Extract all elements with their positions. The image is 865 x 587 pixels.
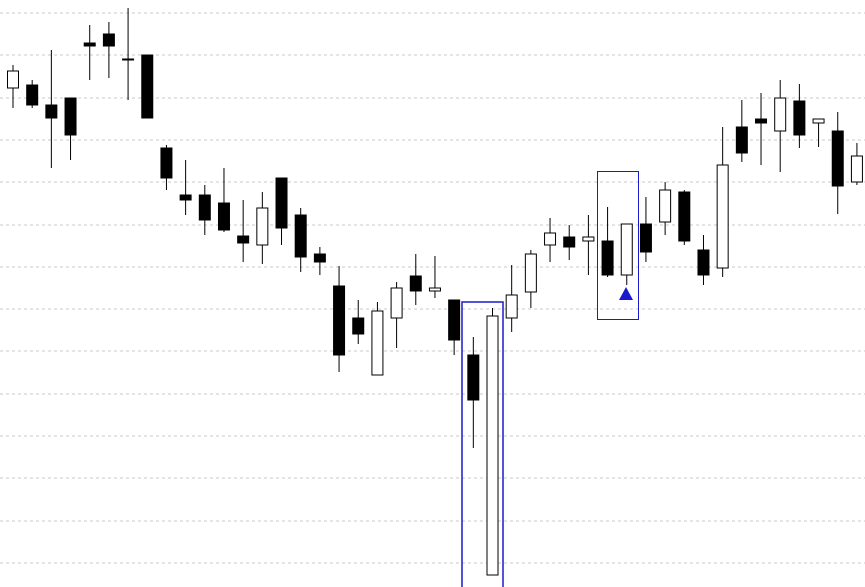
candle-body xyxy=(313,253,326,263)
candle-body xyxy=(831,130,844,187)
candle-body xyxy=(735,126,748,154)
highlight-box xyxy=(597,171,639,320)
candle-body xyxy=(160,147,173,179)
candle-body xyxy=(294,214,307,258)
candle-body xyxy=(237,235,250,244)
signal-arrow xyxy=(619,287,633,300)
candle-body xyxy=(352,317,365,335)
candle-body xyxy=(448,299,461,341)
candle-body xyxy=(582,236,595,242)
candle-body xyxy=(639,223,652,253)
candle-body xyxy=(45,104,58,119)
candle-body xyxy=(793,100,806,136)
candle-body xyxy=(64,97,77,136)
candle-body xyxy=(102,33,115,47)
candle-body xyxy=(774,97,787,132)
candle-body xyxy=(141,54,154,119)
candle-body xyxy=(659,189,672,223)
candle-body xyxy=(83,42,96,47)
candle-body xyxy=(524,253,537,293)
candle-body xyxy=(428,287,441,292)
candle-body xyxy=(812,118,825,124)
candle-body xyxy=(371,310,384,376)
candle-body xyxy=(620,223,633,276)
candle-body xyxy=(716,164,729,269)
candle-body xyxy=(179,194,192,201)
highlight-box xyxy=(461,301,504,587)
candle-body xyxy=(256,207,269,246)
candle-body xyxy=(217,202,230,231)
candle-body xyxy=(601,240,614,276)
candle-body xyxy=(544,232,557,246)
candle-body xyxy=(333,285,346,356)
candle-body xyxy=(122,58,135,61)
candle-body xyxy=(755,118,768,124)
candle-body xyxy=(678,191,691,242)
candle-body xyxy=(697,249,710,276)
candle-body xyxy=(26,84,39,106)
candle-body xyxy=(409,275,422,292)
candle-body xyxy=(7,70,19,89)
candle-body xyxy=(486,315,499,576)
candle-body xyxy=(563,236,576,248)
candle-body xyxy=(467,354,480,401)
candle-body xyxy=(275,177,288,229)
candle-body xyxy=(198,194,211,221)
candle-body xyxy=(850,155,863,183)
candle-body xyxy=(505,294,518,319)
candle-body xyxy=(390,287,403,319)
